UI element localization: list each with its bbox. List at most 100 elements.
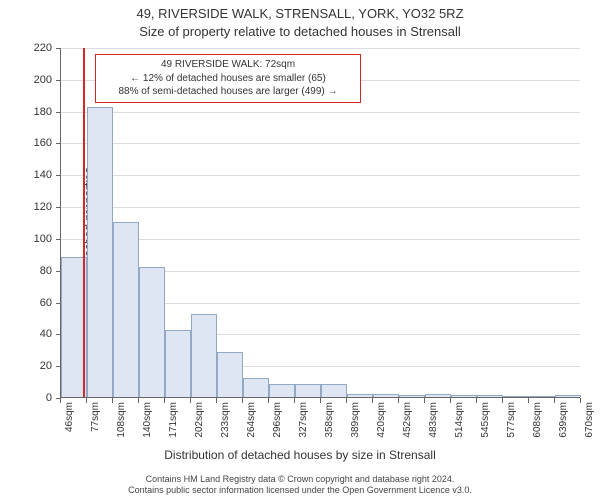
histogram-bar <box>217 352 243 397</box>
x-tick-label: 171sqm <box>168 402 179 438</box>
x-tick-label: 483sqm <box>428 402 439 438</box>
callout-line: 88% of semi-detached houses are larger (… <box>102 85 354 99</box>
histogram-bar <box>113 222 139 397</box>
x-tick-label: 296sqm <box>272 402 283 438</box>
gridline <box>61 112 580 113</box>
x-tick-mark <box>346 398 347 403</box>
histogram-bar <box>529 396 555 397</box>
x-tick-label: 77sqm <box>90 402 101 432</box>
histogram-bar <box>503 396 529 397</box>
x-tick-mark <box>190 398 191 403</box>
x-tick-mark <box>398 398 399 403</box>
histogram-bar <box>191 314 217 397</box>
y-tick-label: 200 <box>22 74 52 86</box>
x-tick-mark <box>476 398 477 403</box>
x-tick-label: 327sqm <box>298 402 309 438</box>
x-tick-mark <box>554 398 555 403</box>
gridline <box>61 207 580 208</box>
gridline <box>61 48 580 49</box>
x-tick-mark <box>86 398 87 403</box>
x-tick-label: 639sqm <box>558 402 569 438</box>
callout-line: 49 RIVERSIDE WALK: 72sqm <box>102 58 354 72</box>
y-tick-mark <box>56 112 61 113</box>
x-axis-label: Distribution of detached houses by size … <box>0 448 600 462</box>
x-tick-label: 608sqm <box>532 402 543 438</box>
x-tick-mark <box>216 398 217 403</box>
x-tick-label: 389sqm <box>350 402 361 438</box>
y-tick-mark <box>56 48 61 49</box>
chart-title-address: 49, RIVERSIDE WALK, STRENSALL, YORK, YO3… <box>0 6 600 21</box>
x-tick-mark <box>60 398 61 403</box>
y-tick-mark <box>56 175 61 176</box>
x-tick-mark <box>294 398 295 403</box>
y-tick-label: 80 <box>22 265 52 277</box>
x-tick-label: 46sqm <box>64 402 75 432</box>
property-callout: 49 RIVERSIDE WALK: 72sqm← 12% of detache… <box>95 54 361 103</box>
y-ticks: 020406080100120140160180200220 <box>0 48 56 398</box>
x-tick-mark <box>242 398 243 403</box>
footer-line-1: Contains HM Land Registry data © Crown c… <box>0 474 600 485</box>
x-tick-mark <box>138 398 139 403</box>
x-tick-mark <box>112 398 113 403</box>
y-tick-label: 140 <box>22 169 52 181</box>
x-ticks: 46sqm 77sqm 108sqm 140sqm 171sqm 202sqm 233sqm… <box>60 398 580 448</box>
chart-container: 49, RIVERSIDE WALK, STRENSALL, YORK, YO3… <box>0 0 600 500</box>
x-tick-label: 577sqm <box>506 402 517 438</box>
y-tick-label: 20 <box>22 360 52 372</box>
histogram-bar <box>347 394 373 397</box>
x-tick-label: 202sqm <box>194 402 205 438</box>
y-tick-label: 40 <box>22 328 52 340</box>
x-tick-mark <box>424 398 425 403</box>
y-tick-mark <box>56 80 61 81</box>
histogram-bar <box>139 267 165 397</box>
gridline <box>61 143 580 144</box>
y-tick-label: 160 <box>22 137 52 149</box>
histogram-bar <box>269 384 295 397</box>
x-tick-label: 233sqm <box>220 402 231 438</box>
histogram-bar <box>243 378 269 397</box>
gridline <box>61 175 580 176</box>
x-tick-mark <box>372 398 373 403</box>
chart-title-description: Size of property relative to detached ho… <box>0 24 600 39</box>
y-tick-label: 180 <box>22 106 52 118</box>
y-tick-mark <box>56 143 61 144</box>
x-tick-mark <box>580 398 581 403</box>
histogram-bar <box>477 395 503 397</box>
histogram-bar <box>451 395 477 397</box>
x-tick-label: 420sqm <box>376 402 387 438</box>
y-tick-label: 60 <box>22 297 52 309</box>
x-tick-label: 670sqm <box>584 402 595 438</box>
histogram-bar <box>321 384 347 397</box>
y-tick-label: 120 <box>22 201 52 213</box>
footer-line-2: Contains public sector information licen… <box>0 485 600 496</box>
histogram-bar <box>165 330 191 397</box>
histogram-bar <box>425 394 451 397</box>
property-marker-line <box>83 48 85 397</box>
plot-area: 49 RIVERSIDE WALK: 72sqm← 12% of detache… <box>60 48 580 398</box>
x-tick-mark <box>164 398 165 403</box>
histogram-bar <box>399 395 425 397</box>
callout-line: ← 12% of detached houses are smaller (65… <box>102 72 354 86</box>
x-tick-mark <box>450 398 451 403</box>
y-tick-label: 220 <box>22 42 52 54</box>
x-tick-label: 140sqm <box>142 402 153 438</box>
x-tick-mark <box>528 398 529 403</box>
x-tick-label: 264sqm <box>246 402 257 438</box>
x-tick-mark <box>320 398 321 403</box>
x-tick-label: 108sqm <box>116 402 127 438</box>
y-tick-mark <box>56 207 61 208</box>
y-tick-label: 0 <box>22 392 52 404</box>
y-tick-label: 100 <box>22 233 52 245</box>
x-tick-mark <box>268 398 269 403</box>
histogram-bar <box>87 107 113 397</box>
x-tick-label: 452sqm <box>402 402 413 438</box>
histogram-bar <box>373 394 399 397</box>
attribution-footer: Contains HM Land Registry data © Crown c… <box>0 474 600 497</box>
x-tick-mark <box>502 398 503 403</box>
x-tick-label: 545sqm <box>480 402 491 438</box>
histogram-bar <box>555 395 581 397</box>
x-tick-label: 358sqm <box>324 402 335 438</box>
histogram-bar <box>295 384 321 397</box>
x-tick-label: 514sqm <box>454 402 465 438</box>
y-tick-mark <box>56 239 61 240</box>
